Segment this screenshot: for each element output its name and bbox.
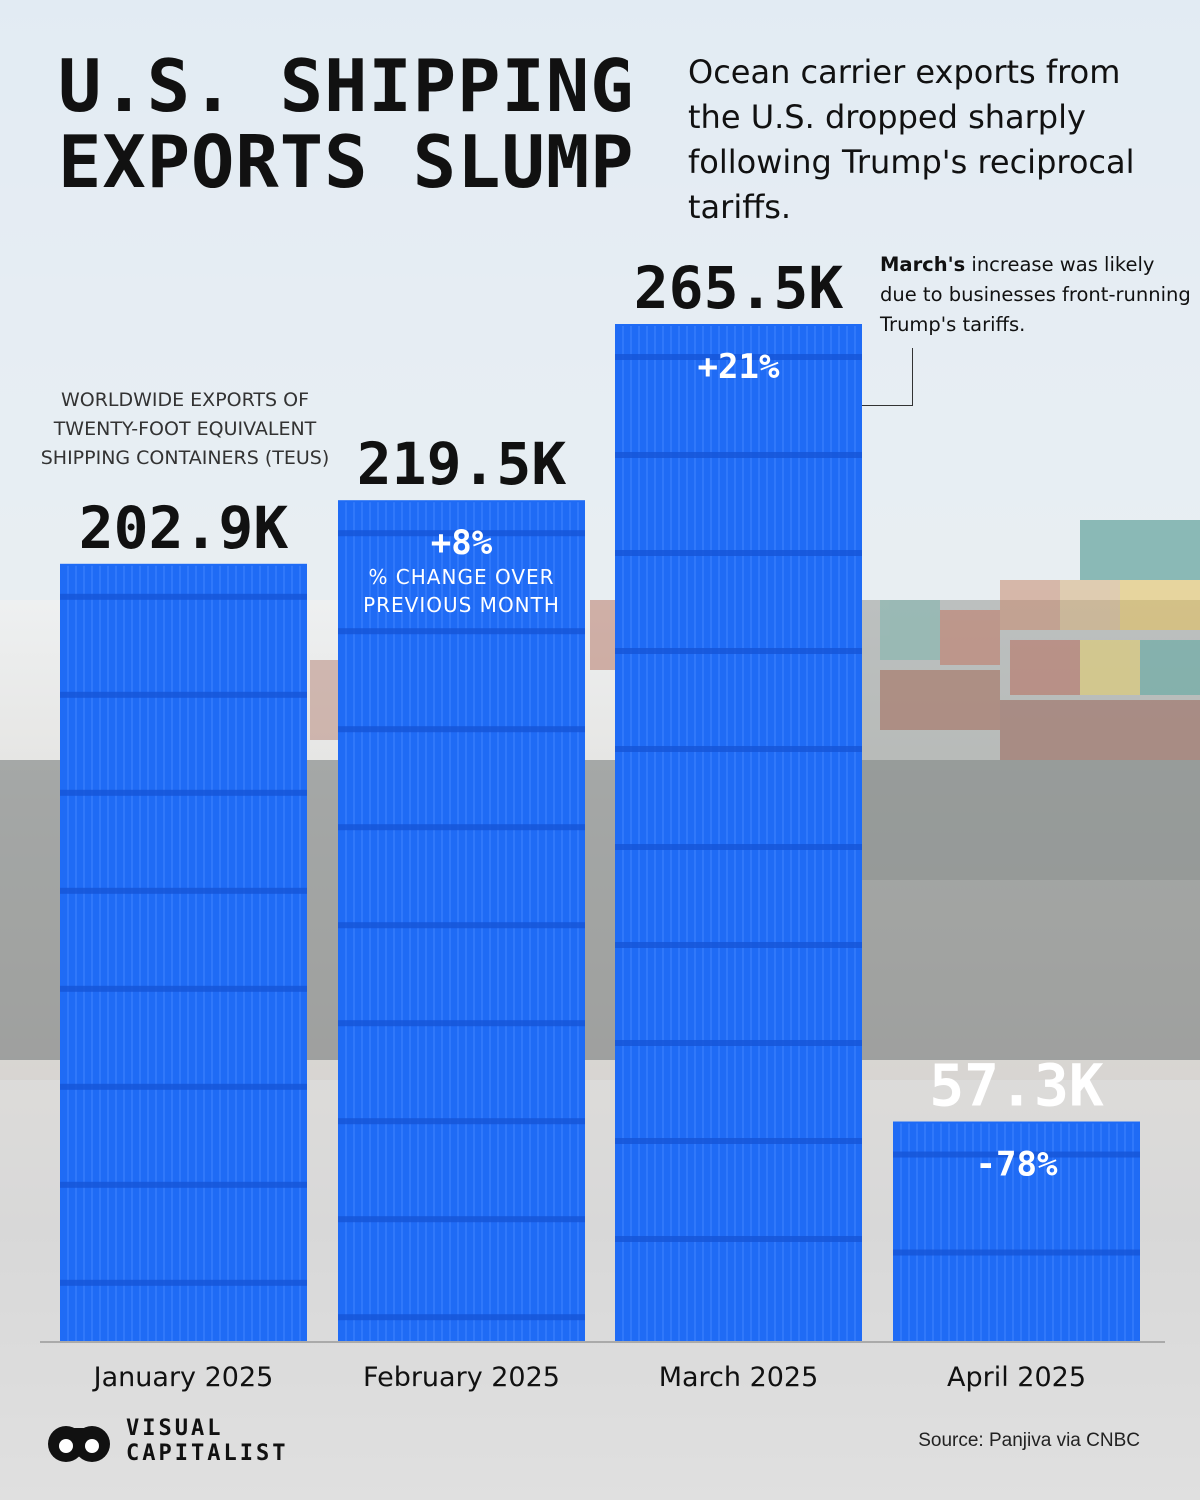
change-label: +8% [431,523,493,563]
container-separator [338,1314,585,1321]
container-separator [615,1138,862,1144]
container-ribbing [345,502,579,1341]
container-separator [60,1181,307,1188]
container-separator [615,746,862,752]
container-separator [615,1040,862,1046]
bar-rect [338,500,585,1342]
container-separator [60,1279,307,1286]
logo-line-2: CAPITALIST [126,1441,289,1466]
axis-note: WORLDWIDE EXPORTS OF TWENTY-FOOT EQUIVAL… [40,389,330,469]
subtitle: Ocean carrier exports from the U.S. drop… [688,53,1135,226]
container-separator [615,452,862,458]
category-label: March 2025 [659,1362,819,1393]
category-label: February 2025 [363,1362,560,1393]
container-separator [338,1118,585,1125]
container-separator [615,844,862,850]
bar-3 [615,324,862,1341]
container-separator [338,530,585,537]
container-separator [60,789,307,796]
change-label: +21% [698,347,780,387]
container-separator [60,985,307,992]
container-separator [338,1020,585,1027]
bar-rect [60,563,307,1341]
value-label: 219.5K [357,430,567,498]
change-note: % CHANGE OVER PREVIOUS MONTH [363,565,560,617]
change-label: -78% [976,1145,1058,1185]
title-line-1: U.S. SHIPPING [58,44,635,128]
container-separator [615,550,862,556]
visual-capitalist-logo: VISUAL CAPITALIST [44,1414,304,1474]
logo-line-1: VISUAL [126,1416,224,1441]
container-separator [338,1216,585,1223]
value-label: 202.9K [79,494,289,562]
container-ribbing [622,326,856,1341]
logo-text: VISUAL CAPITALIST [126,1416,288,1466]
container-separator [893,1151,1140,1158]
binoculars-icon [48,1426,110,1462]
container-separator [615,648,862,654]
container-separator [338,628,585,635]
container-separator [338,726,585,733]
category-label: April 2025 [947,1362,1086,1393]
container-separator [615,942,862,948]
category-label: January 2025 [92,1362,274,1393]
container-separator [338,922,585,929]
annotation-bold: March's [880,253,966,276]
page-title: U.S. SHIPPING EXPORTS SLUMP [58,48,635,200]
bar-4 [893,1121,1140,1341]
container-separator [60,691,307,698]
container-separator [615,1236,862,1242]
value-label: 265.5K [634,254,844,322]
container-separator [60,1083,307,1090]
march-annotation: March's increase was likely due to busin… [880,250,1195,340]
container-separator [615,354,862,360]
value-label: 57.3K [929,1052,1104,1120]
bar-2 [338,500,585,1342]
bar-1 [60,563,307,1341]
container-separator [60,887,307,894]
container-separator [893,1249,1140,1256]
annotation-leader-line [862,348,913,406]
title-line-2: EXPORTS SLUMP [58,120,635,204]
annotation-text: increase was likely due to businesses fr… [880,253,1191,336]
container-separator [338,824,585,831]
source-note: Source: Panjiva via CNBC [918,1430,1140,1451]
container-separator [60,593,307,600]
bar-rect [893,1121,1140,1341]
container-ribbing [900,1123,1134,1341]
bar-rect [615,324,862,1341]
